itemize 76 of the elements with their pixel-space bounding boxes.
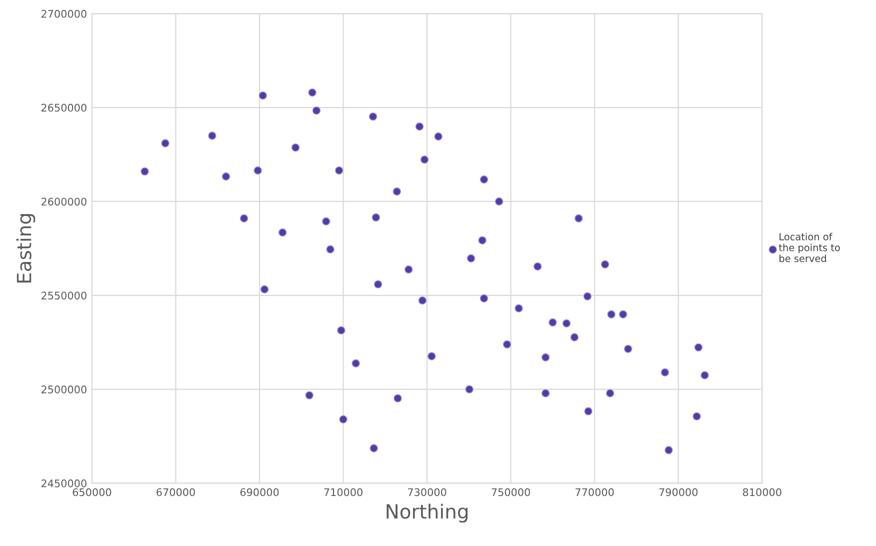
- point: [514, 304, 523, 312]
- point: [394, 394, 402, 402]
- point: [600, 260, 610, 268]
- point: [404, 265, 413, 274]
- point: [420, 155, 429, 164]
- point: [584, 407, 592, 416]
- point: [352, 359, 360, 368]
- point: [222, 172, 230, 181]
- x-tick-label: 810000: [742, 488, 782, 496]
- point: [368, 112, 378, 121]
- x-tick-label: 730000: [408, 488, 446, 496]
- point: [700, 371, 709, 380]
- point: [278, 228, 287, 237]
- point: [326, 245, 334, 254]
- point: [465, 385, 474, 394]
- point: [308, 88, 316, 97]
- point: [392, 187, 401, 196]
- point: [254, 166, 262, 175]
- y-axis-title: Easting: [16, 214, 36, 283]
- x-tick-label: 790000: [659, 488, 698, 496]
- point: [260, 285, 269, 294]
- y-tick-label: 2700000: [41, 10, 86, 18]
- y-tick-label: 2500000: [41, 386, 86, 394]
- point: [291, 143, 300, 152]
- x-tick-label: 710000: [324, 488, 362, 496]
- point: [415, 122, 424, 131]
- point: [305, 391, 314, 400]
- x-tick-label: 750000: [492, 488, 530, 496]
- point: [502, 340, 512, 349]
- point: [208, 132, 216, 140]
- point: [494, 197, 504, 206]
- point: [140, 167, 149, 176]
- point: [240, 214, 248, 222]
- point: [335, 166, 344, 175]
- point: [370, 444, 378, 452]
- y-tick-label: 2450000: [41, 479, 86, 488]
- point: [478, 236, 486, 244]
- point: [161, 139, 170, 148]
- legend-label: Location of the points to be served: [778, 232, 840, 262]
- point: [312, 106, 321, 115]
- point: [428, 352, 436, 360]
- x-tick-label: 770000: [576, 488, 614, 496]
- x-axis-title: Northing: [386, 504, 468, 523]
- x-tick-label: 650000: [72, 488, 112, 496]
- point: [258, 91, 267, 100]
- x-tick-label: 690000: [240, 488, 279, 496]
- point: [534, 262, 542, 271]
- point: [541, 353, 550, 362]
- x-tick-label: 670000: [156, 488, 195, 496]
- point: [574, 214, 583, 222]
- y-tick-label: 2550000: [41, 292, 86, 300]
- point: [418, 296, 427, 305]
- point: [570, 333, 579, 342]
- point: [618, 310, 628, 318]
- point: [660, 368, 670, 376]
- point: [372, 213, 380, 222]
- point: [541, 389, 550, 398]
- point: [339, 415, 348, 424]
- point: [562, 319, 571, 328]
- point: [583, 292, 592, 300]
- point: [694, 343, 703, 352]
- point: [607, 310, 616, 318]
- point: [624, 344, 632, 354]
- point: [664, 446, 673, 454]
- point: [434, 132, 442, 141]
- y-tick-label: 2600000: [41, 198, 86, 206]
- point: [606, 389, 614, 398]
- point: [374, 280, 382, 288]
- point: [337, 326, 346, 334]
- point: [322, 217, 330, 226]
- point: [548, 318, 557, 327]
- y-tick-label: 2650000: [41, 104, 86, 112]
- point: [480, 175, 488, 184]
- point: [480, 294, 488, 302]
- point: [692, 412, 701, 420]
- point: [466, 254, 476, 262]
